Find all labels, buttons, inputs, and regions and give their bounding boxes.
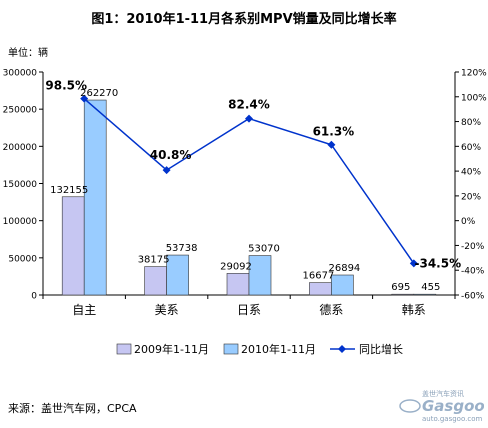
growth-point-3 bbox=[327, 140, 336, 149]
bar-2010-2 bbox=[248, 255, 272, 296]
legend-label-2010: 2010年1-11月 bbox=[241, 342, 316, 356]
y2-tick-label: 0% bbox=[461, 217, 476, 227]
bar-2010-4 bbox=[413, 293, 437, 296]
bar-2009-1 bbox=[144, 266, 167, 296]
x-tick-label: 美系 bbox=[155, 303, 179, 317]
bar-value-label: 29092 bbox=[220, 261, 252, 272]
unit-label: 单位：辆 bbox=[8, 48, 48, 59]
watermark-logo: 盖世汽车资讯 Gasgoo auto.gasgoo.com bbox=[396, 386, 485, 424]
bar-value-label: 132155 bbox=[50, 185, 88, 196]
bar-value-label: 38175 bbox=[138, 255, 170, 266]
legend-swatch-2009 bbox=[116, 343, 132, 355]
bar-2009-2 bbox=[226, 273, 250, 296]
bar-value-label: 16677 bbox=[302, 271, 334, 282]
bar-2009-3 bbox=[309, 282, 332, 296]
bar-2009-0 bbox=[61, 196, 85, 296]
bar-value-label: 26894 bbox=[328, 263, 360, 274]
source-text: 来源：盖世汽车网，CPCA bbox=[8, 402, 137, 415]
growth-line-group bbox=[80, 94, 418, 268]
watermark-line2: Gasgoo bbox=[422, 397, 484, 415]
growth-label: 61.3% bbox=[313, 125, 355, 139]
gasgoo-logo: 盖世汽车资讯 Gasgoo auto.gasgoo.com bbox=[399, 389, 485, 423]
bar-value-label: 53070 bbox=[248, 244, 280, 255]
chart-bars bbox=[61, 99, 437, 296]
watermark-line3: auto.gasgoo.com bbox=[422, 415, 482, 423]
bar-value-label: 455 bbox=[421, 282, 440, 293]
legend-label-2009: 2009年1-11月 bbox=[134, 342, 209, 356]
bar-value-label: 262270 bbox=[80, 88, 118, 99]
growth-label: -34.5% bbox=[414, 256, 461, 270]
y-tick-label: 0 bbox=[31, 292, 37, 302]
y2-tick-label: -40% bbox=[461, 267, 485, 277]
growth-point-0 bbox=[80, 94, 89, 103]
bar-2010-0 bbox=[83, 99, 107, 296]
bar-value-label: 695 bbox=[391, 282, 410, 293]
y2-tick-label: -20% bbox=[461, 242, 485, 252]
y-tick-label: 250000 bbox=[3, 106, 38, 116]
bar-2010-3 bbox=[331, 274, 354, 296]
legend: 2009年1-11月 2010年1-11月 同比增长 bbox=[116, 342, 403, 356]
bar-2010-1 bbox=[166, 254, 189, 296]
y-tick-label: 50000 bbox=[8, 254, 37, 264]
chart-svg: 0 50000 100000 150000 200000 250000 300000 -60%… bbox=[3, 69, 488, 357]
y2-tick-label: 100% bbox=[461, 93, 487, 103]
chart-title: 图1：2010年1-11月各系别MPV销量及同比增长率 bbox=[91, 12, 397, 27]
bar-2009-4 bbox=[391, 293, 415, 296]
growth-label: 82.4% bbox=[228, 98, 270, 112]
legend-label-growth: 同比增长 bbox=[359, 342, 403, 356]
growth-point-1 bbox=[162, 166, 171, 175]
legend-marker-growth bbox=[338, 345, 346, 353]
y2-tick-label: 60% bbox=[461, 143, 481, 153]
y2-tick-label: -60% bbox=[461, 292, 485, 302]
growth-label: 40.8% bbox=[150, 148, 192, 162]
y2-tick-label: 80% bbox=[461, 118, 481, 128]
y2-tick-label: 120% bbox=[461, 69, 487, 79]
growth-label: 98.5% bbox=[45, 79, 87, 93]
data-labels: 132155 38175 29092 16677 695 262270 53738 53070… bbox=[45, 79, 461, 294]
growth-point-4 bbox=[409, 259, 418, 268]
x-tick-label: 自主 bbox=[72, 303, 96, 317]
y-tick-label: 100000 bbox=[3, 217, 38, 227]
x-tick-label: 德系 bbox=[319, 302, 343, 317]
growth-line bbox=[83, 98, 415, 264]
x-tick-label: 日系 bbox=[237, 303, 261, 317]
y-tick-label: 200000 bbox=[3, 143, 38, 153]
y-tick-label: 150000 bbox=[3, 180, 38, 190]
watermark-line1: 盖世汽车资讯 bbox=[422, 389, 464, 398]
y2-tick-label: 40% bbox=[461, 168, 481, 178]
y2-tick-label: 20% bbox=[461, 192, 481, 202]
growth-point-2 bbox=[245, 114, 253, 123]
bar-value-label: 53738 bbox=[166, 243, 198, 254]
legend-swatch-2010 bbox=[223, 343, 239, 355]
x-tick-label: 韩系 bbox=[402, 302, 426, 317]
y-tick-label: 300000 bbox=[3, 69, 38, 79]
